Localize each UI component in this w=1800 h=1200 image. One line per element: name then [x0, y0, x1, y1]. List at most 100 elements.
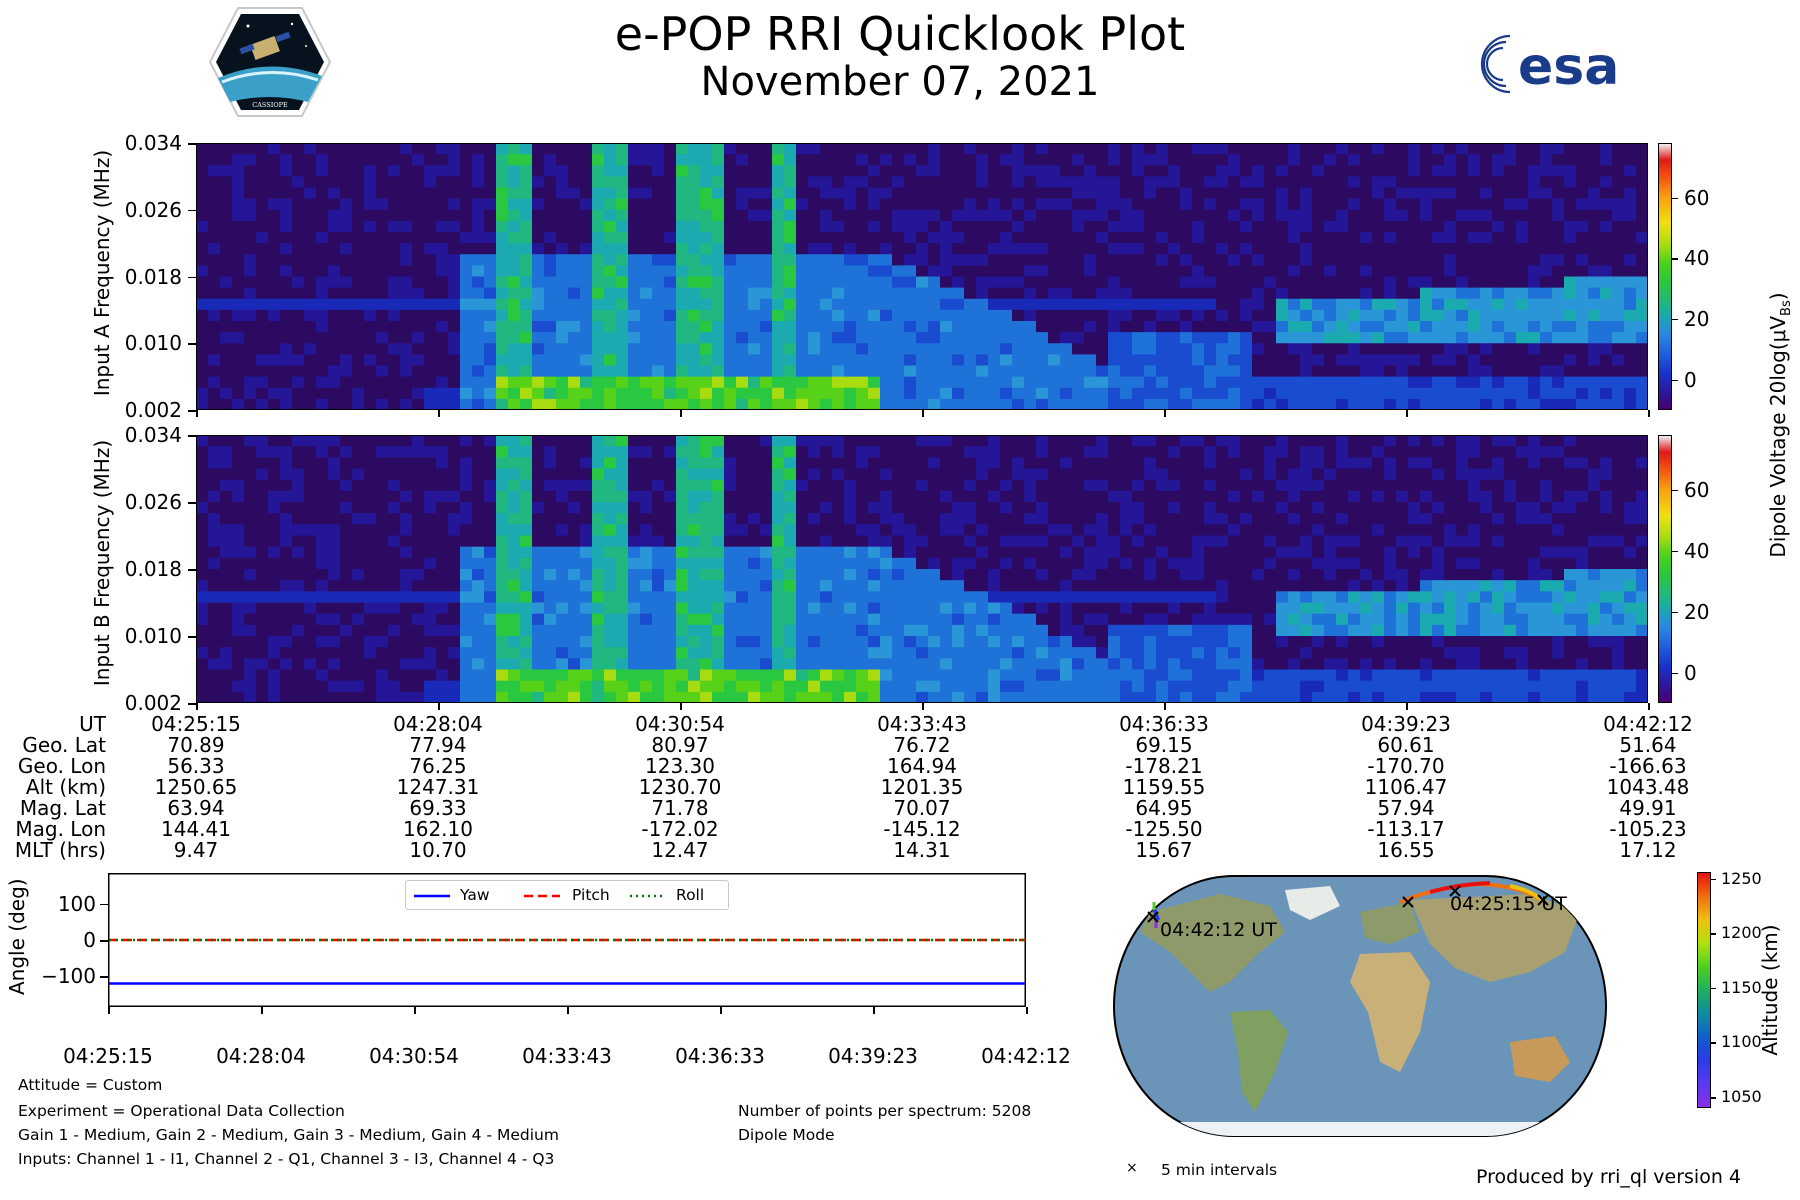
- attitude-x-tick-mark: [567, 1007, 569, 1014]
- orbit-cell: 51.64: [1619, 733, 1677, 757]
- map-end-label: 04:42:12 UT: [1160, 919, 1277, 941]
- orbit-row-label: Mag. Lat: [19, 796, 106, 820]
- orbit-cell: 15.67: [1135, 838, 1193, 862]
- orbit-cell: 9.47: [173, 838, 219, 862]
- map-land: [1114, 886, 1606, 1136]
- experiment-info: Experiment = Operational Data Collection: [18, 1102, 345, 1120]
- produced-by: Produced by rri_ql version 4: [1476, 1166, 1741, 1188]
- x-tick-mark: [1648, 703, 1650, 710]
- x-tick-mark: [680, 703, 682, 710]
- attitude-x-tick-label: 04:39:23: [828, 1044, 918, 1068]
- colorbar-tick-label: 0: [1684, 367, 1697, 392]
- esa-logo: esa: [1480, 34, 1619, 97]
- mode-info: Dipole Mode: [738, 1126, 835, 1144]
- orbit-cell: -170.70: [1367, 754, 1445, 778]
- altitude-colorbar: [1697, 872, 1711, 1108]
- colorbar-tick-label: 60: [1684, 477, 1710, 502]
- attitude-legend: Yaw Pitch Roll: [405, 880, 729, 910]
- x-tick-mark: [680, 410, 682, 417]
- attitude-x-tick-mark: [720, 1007, 722, 1014]
- x-tick-mark: [1648, 410, 1650, 417]
- spec-b-plot: [196, 435, 1648, 703]
- x-tick-mark: [438, 410, 440, 417]
- spec-b-image: [196, 435, 1648, 703]
- cassiope-logo-text: CASSIOPE: [252, 101, 288, 109]
- attitude-y-tick-mark: [100, 903, 108, 906]
- orbit-cell: 71.78: [651, 796, 709, 820]
- y-tick-label: 0.002: [124, 691, 182, 715]
- colorbar-tick-label: 20: [1684, 306, 1710, 331]
- altitude-colorbar-tick-label: 1200: [1721, 923, 1762, 943]
- orbit-cell: 04:39:23: [1361, 712, 1451, 736]
- spec-a-image: [196, 143, 1648, 410]
- altitude-colorbar-tick-mark: [1711, 878, 1716, 881]
- colorbar-tick-mark: [1672, 550, 1678, 553]
- orbit-track-peak: [1429, 881, 1491, 894]
- esa-logo-text: esa: [1518, 37, 1619, 97]
- orbit-cell: 04:28:04: [393, 712, 483, 736]
- y-tick-mark: [188, 410, 196, 412]
- altitude-colorbar-tick-mark: [1711, 933, 1716, 935]
- y-tick-label: 0.034: [124, 423, 182, 447]
- spec-a-plot: [196, 143, 1648, 410]
- x-tick-mark: [922, 703, 924, 710]
- colorbar-tick-mark: [1672, 258, 1678, 260]
- y-tick-label: 0.026: [124, 490, 182, 514]
- map-legend-label: 5 min intervals: [1161, 1161, 1278, 1179]
- orbit-row-label: Mag. Lon: [15, 817, 106, 841]
- attitude-y-tick-mark: [100, 940, 108, 942]
- page-subtitle: November 07, 2021: [700, 59, 1100, 105]
- orbit-cell: 1230.70: [638, 775, 722, 799]
- colorbar-tick-mark: [1672, 611, 1678, 614]
- orbit-cell: -125.50: [1125, 817, 1203, 841]
- y-tick-mark: [188, 502, 196, 504]
- x-tick-mark: [1406, 703, 1408, 710]
- orbit-cell: 76.72: [893, 733, 951, 757]
- orbit-cell: 17.12: [1619, 838, 1677, 862]
- attitude-x-tick-label: 04:36:33: [675, 1044, 765, 1068]
- legend-roll-swatch: [630, 894, 666, 898]
- orbit-cell: 123.30: [645, 754, 715, 778]
- altitude-colorbar-tick-label: 1150: [1721, 977, 1762, 997]
- colorbar-tick-label: 0: [1684, 660, 1697, 685]
- spec-a-colorbar: [1658, 143, 1672, 410]
- orbit-cell: 56.33: [167, 754, 225, 778]
- altitude-colorbar-label: Altitude (km): [1758, 924, 1782, 1056]
- y-tick-mark: [188, 143, 196, 145]
- altitude-colorbar-tick-mark: [1711, 1097, 1716, 1099]
- attitude-x-tick-label: 04:33:43: [522, 1044, 612, 1068]
- colorbar-tick-mark: [1672, 379, 1678, 382]
- orbit-cell: 12.47: [651, 838, 709, 862]
- y-tick-label: 0.026: [124, 197, 182, 222]
- orbit-cell: 1247.31: [396, 775, 480, 799]
- orbit-cell: 04:25:15: [151, 712, 241, 736]
- orbit-cell: -145.12: [883, 817, 961, 841]
- attitude-x-tick-label: 04:42:12: [981, 1044, 1071, 1068]
- orbit-cell: 162.10: [403, 817, 473, 841]
- attitude-y-tick-mark: [100, 976, 108, 978]
- page-title: e-POP RRI Quicklook Plot: [614, 7, 1186, 61]
- orbit-row-label: Alt (km): [25, 775, 106, 799]
- orbit-track-mid: [1509, 884, 1544, 902]
- attitude-y-tick-label: −100: [41, 964, 96, 989]
- orbit-cell: 76.25: [409, 754, 467, 778]
- attitude-x-tick-label: 04:30:54: [369, 1044, 459, 1068]
- y-tick-mark: [188, 569, 196, 571]
- x-tick-mark: [1164, 410, 1166, 417]
- orbit-cell: 60.61: [1377, 733, 1435, 757]
- orbit-row-label: MLT (hrs): [14, 838, 106, 862]
- legend-yaw-swatch: [414, 894, 450, 898]
- colorbar-tick-mark: [1672, 489, 1678, 492]
- colorbar-tick-mark: [1672, 197, 1678, 200]
- orbit-cell: 04:30:54: [635, 712, 725, 736]
- orbit-cell: 164.94: [887, 754, 957, 778]
- x-tick-mark: [1164, 703, 1166, 710]
- colorbar-tick-label: 20: [1684, 599, 1710, 624]
- orbit-cell: 144.41: [161, 817, 231, 841]
- points-info: Number of points per spectrum: 5208: [738, 1102, 1032, 1120]
- orbit-cell: 69.15: [1135, 733, 1193, 757]
- legend-yaw-label: Yaw: [460, 886, 490, 904]
- colorbar-tick-mark: [1672, 318, 1678, 321]
- colorbar-label-text: Dipole Voltage 20log(μV: [1766, 315, 1790, 558]
- orbit-cell: 1106.47: [1364, 775, 1448, 799]
